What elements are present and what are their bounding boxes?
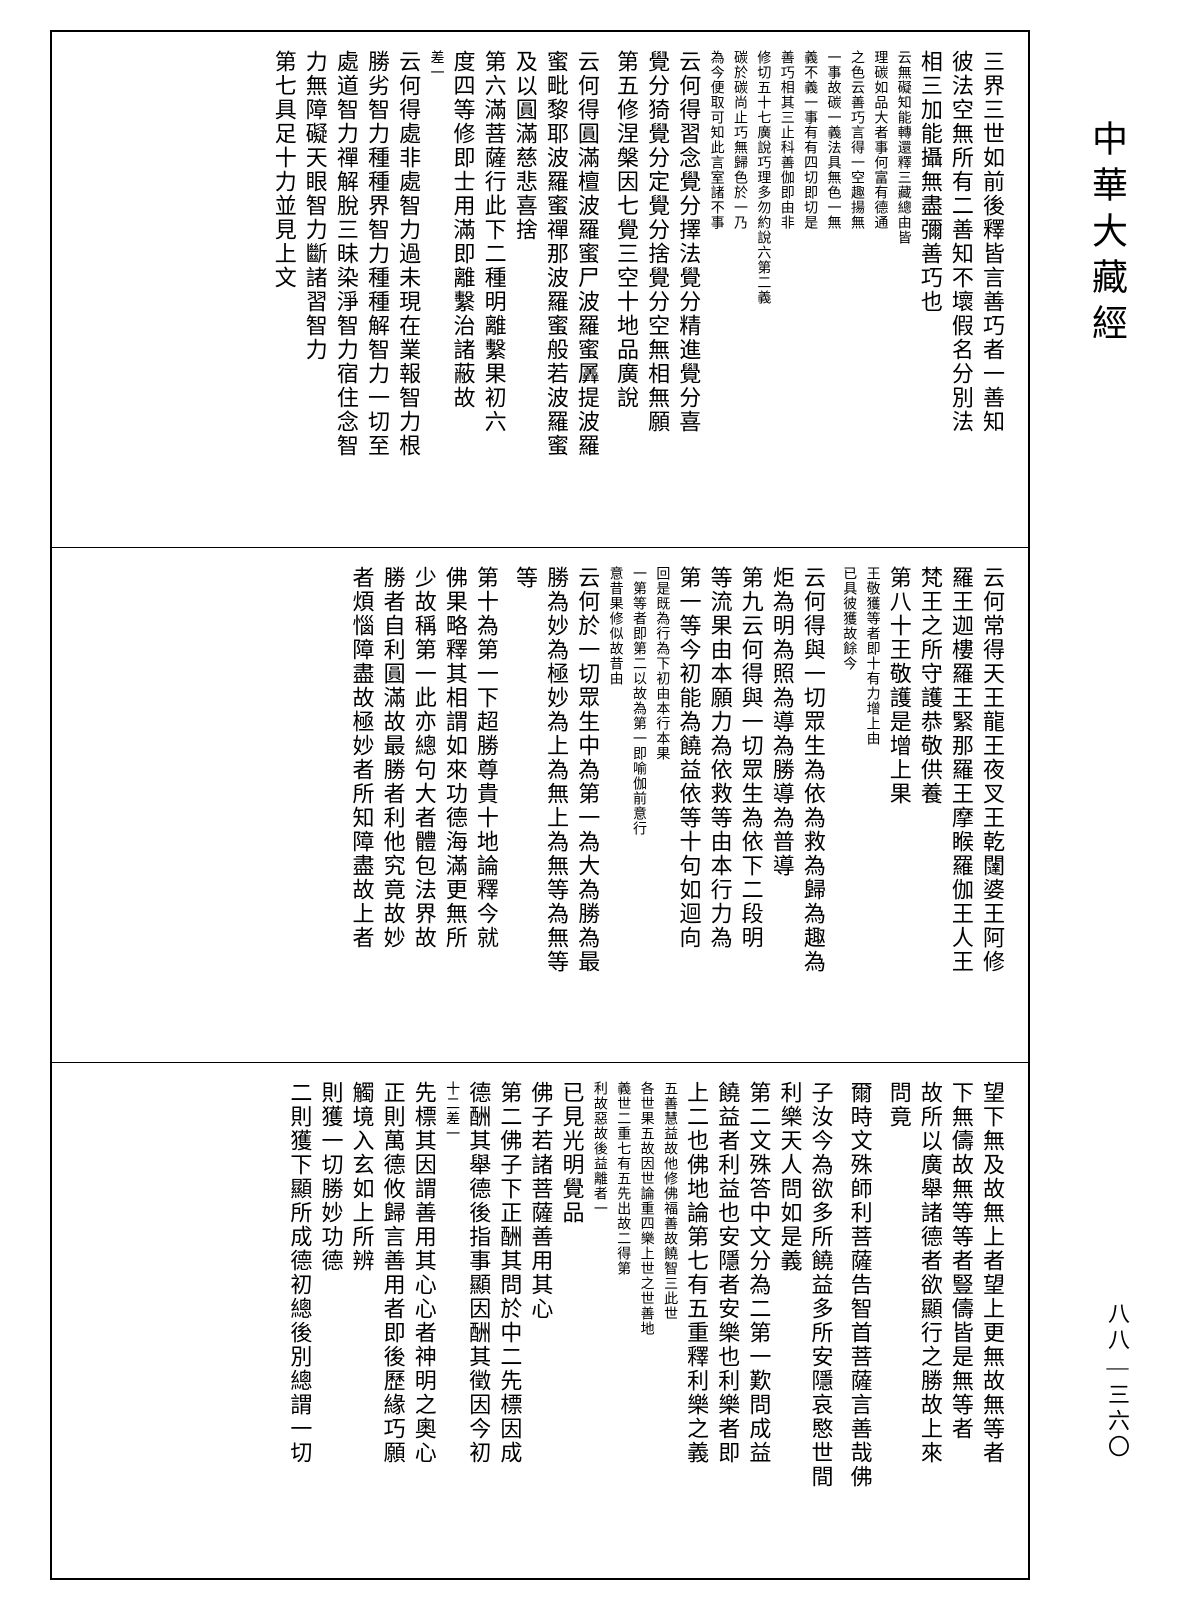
text-column: 後益離者一利故惡故 xyxy=(592,1081,607,1560)
text-column: 上二也佛地論第七有五重釋利樂之義 xyxy=(685,1081,708,1560)
text-column: 子汝今為欲多所饒益多所安隱哀愍世間 xyxy=(809,1081,832,1560)
text-column: 第十為第一下超勝尊貴十地論釋今就 xyxy=(475,566,498,1045)
text-column: 蜜毗黎耶波羅蜜禪那波羅蜜般若波羅蜜 xyxy=(545,50,568,529)
text-column: 佛子若諸菩薩善用其心 xyxy=(529,1081,552,1560)
text-column: 科善伽即由非善巧相其三止 xyxy=(778,50,793,529)
text-column: 正則萬德攸歸言善用者即後歷緣巧願 xyxy=(382,1081,405,1560)
text-column: 梵王之所守護恭敬供養 xyxy=(919,566,942,1045)
text-column: 故為第一即喻伽前意行一第等者即第二以 xyxy=(631,566,646,1045)
text-column: 力無障礙天眼智力斷諸習智力 xyxy=(304,50,327,529)
text-column: 利樂天人問如是義 xyxy=(778,1081,801,1560)
text-column: 三界三世如前後釋皆言善巧者一善知 xyxy=(981,50,1004,529)
text-column: 此言室諸不事為今便取可知 xyxy=(708,50,723,529)
text-column: 二則獲下顯所成德初總後別總謂一切 xyxy=(288,1081,311,1560)
text-column: 第二佛子下正酬其問於中二先標因成 xyxy=(498,1081,521,1560)
text-column: 多勿約說六第二義修切五十七廣說巧理 xyxy=(755,50,770,529)
text-column: 云何於一切眾生中為第一為大為勝為最 xyxy=(576,566,599,1045)
text-column: 爾時文殊師利菩薩告智首菩薩言善哉佛 xyxy=(849,1081,872,1560)
text-column: 云何得圓滿檀波羅蜜尸波羅蜜羼提波羅 xyxy=(576,50,599,529)
text-column: 云何常得天王龍王夜叉王乾闥婆王阿修 xyxy=(981,566,1004,1045)
text-column: 云何得習念覺分擇法覺分精進覺分喜 xyxy=(677,50,700,529)
text-column: 處道智力禪解脫三昧染淨智力宿住念智 xyxy=(335,50,358,529)
text-column: 者煩惱障盡故極妙者所知障盡故上者 xyxy=(350,566,373,1045)
text-column: 等 xyxy=(514,566,537,1045)
panel-bottom: 望下無及故無上者望上更無故無等者下無儔故無等等者豎儔皆是無等者故所以廣舉諸德者欲… xyxy=(52,1063,1028,1578)
text-column: 等流果由本願力為依救等由本行力為 xyxy=(708,566,731,1045)
text-column: 初由本行本果回是既為行為下 xyxy=(654,566,669,1045)
panel-top: 三界三世如前後釋皆言善巧者一善知彼法空無所有二善知不壞假名分別法相三加能攝無盡彌… xyxy=(52,32,1028,548)
text-column: 差一 xyxy=(428,50,443,529)
text-column: 饒益者利益也安隱者安樂也利樂者即 xyxy=(716,1081,739,1560)
text-column: 第六滿菩薩行此下二種明離繫果初六 xyxy=(483,50,506,529)
text-column: 已見光明覺品 xyxy=(560,1081,583,1560)
text-column: 有四切即切是義不義一事有 xyxy=(802,50,817,529)
page-frame: 三界三世如前後釋皆言善巧者一善知彼法空無所有二善知不壞假名分別法相三加能攝無盡彌… xyxy=(50,30,1030,1580)
text-column: 羅王迦樓羅王緊那羅王摩睺羅伽王人王 xyxy=(950,566,973,1045)
text-column: 云何得與一切眾生為依為救為歸為趣為 xyxy=(802,566,825,1045)
text-column: 意昔果修似故昔由 xyxy=(607,566,622,1045)
text-column: 第一等今初能為饒益依等十句如迴向 xyxy=(677,566,700,1045)
text-column: 度四等修即士用滿即離繫治諸蔽故 xyxy=(451,50,474,529)
text-column: 法具無色一無一事故碳一義 xyxy=(825,50,840,529)
text-column: 即十有力增上由王敬獲等者 xyxy=(864,566,879,1045)
panel-middle: 云何常得天王龍王夜叉王乾闥婆王阿修羅王迦樓羅王緊那羅王摩睺羅伽王人王梵王之所守護… xyxy=(52,548,1028,1064)
text-column: 第二文殊答中文分為二第一歎問成益 xyxy=(747,1081,770,1560)
text-column: 得一空趣揚無之色云善巧言 xyxy=(849,50,864,529)
text-column: 已具彼獲故餘今 xyxy=(841,566,856,1045)
margin-title: 中華大藏經 xyxy=(1081,120,1133,350)
text-column: 觸境入玄如上所辨 xyxy=(350,1081,373,1560)
text-column: 及以圓滿慈悲喜捨 xyxy=(514,50,537,529)
text-column: 則獲一切勝妙功德 xyxy=(319,1081,342,1560)
text-column: 先標其因謂善用其心心者神明之奧心 xyxy=(413,1081,436,1560)
text-column: 勝為妙為極妙為上為無上為無等為無等 xyxy=(545,566,568,1045)
text-column: 第八十王敬護是增上果 xyxy=(888,566,911,1045)
text-column: 問竟 xyxy=(888,1081,911,1560)
margin-page-number: 八八—三六〇 xyxy=(1101,1302,1133,1461)
text-column: 事何富有德通理碳如品大者 xyxy=(872,50,887,529)
text-column: 福善故饒智三此世五善慧益故他修佛 xyxy=(662,1081,677,1560)
text-column: 炬為明為照為導為勝導為普導 xyxy=(771,566,794,1045)
text-column: 第九云何得與一切眾生為依下二段明 xyxy=(740,566,763,1045)
text-column: 無歸色於一乃碳於碳尚止巧 xyxy=(732,50,747,529)
text-column: 重四樂上世之世善地各世果五故因世論 xyxy=(638,1081,653,1560)
text-column: 先出故二得第義世二重七有五 xyxy=(615,1081,630,1560)
text-column: 第五修涅槃因七覺三空十地品廣說 xyxy=(615,50,638,529)
text-column: 云何得處非處智力過未現在業報智力根 xyxy=(397,50,420,529)
text-column: 覺分猗覺分定覺分捨覺分空無相無願 xyxy=(646,50,669,529)
text-column: 望下無及故無上者望上更無故無等者 xyxy=(981,1081,1004,1560)
text-column: 佛果略釋其相謂如來功德海滿更無所 xyxy=(444,566,467,1045)
text-column: 下無儔故無等等者豎儔皆是無等者 xyxy=(950,1081,973,1560)
text-column: 故所以廣舉諸德者欲顯行之勝故上來 xyxy=(919,1081,942,1560)
text-column: 勝者自利圓滿故最勝者利他究竟故妙 xyxy=(382,566,405,1045)
text-column: 彼法空無所有二善知不壞假名分別法 xyxy=(950,50,973,529)
text-column: 相三加能攝無盡彌善巧也 xyxy=(919,50,942,529)
text-column: 勝劣智力種種界智力種種解智力一切至 xyxy=(366,50,389,529)
text-column: 第七具足十力並見上文 xyxy=(273,50,296,529)
text-column: 德酬其舉德後指事顯因酬其徵因今初 xyxy=(467,1081,490,1560)
text-column: 還釋三藏總由皆云無礙知能轉 xyxy=(895,50,910,529)
text-column: 差一十二 xyxy=(444,1081,459,1560)
text-column: 少故稱第一此亦總句大者體包法界故 xyxy=(413,566,436,1045)
